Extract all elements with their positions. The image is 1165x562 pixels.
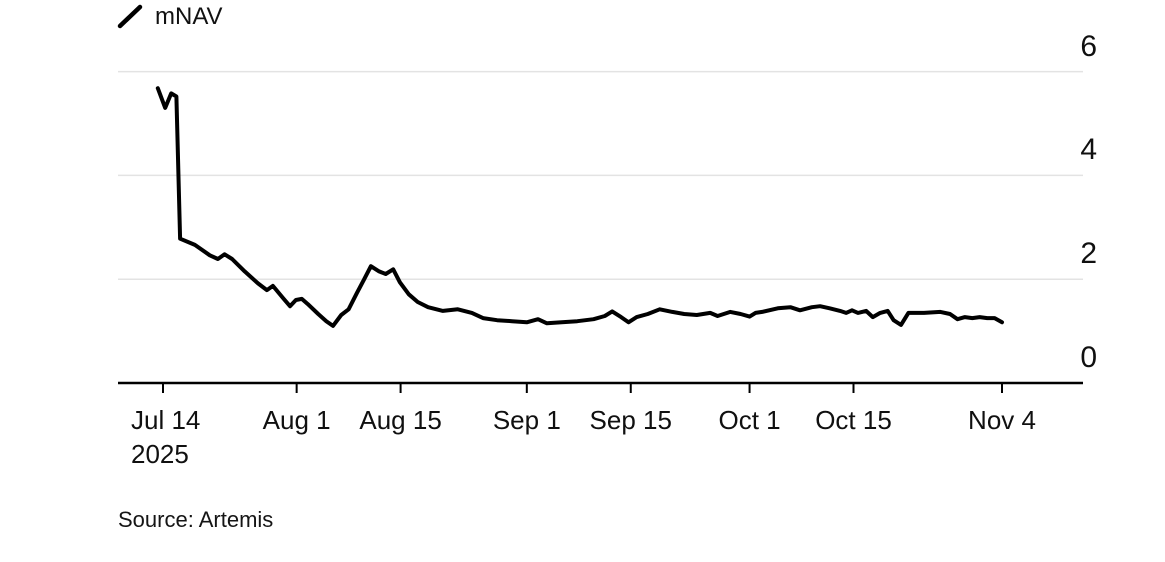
x-axis-label-year: 2025 [131,439,189,469]
x-axis-label: Aug 15 [359,405,442,435]
chart-plot-area [118,70,1083,393]
x-axis-label: Oct 15 [815,405,892,435]
gridlines [118,70,1083,280]
line-series-swatch-icon [117,4,143,29]
legend-label: mNAV [155,3,223,30]
y-axis-label: 2 [1080,237,1097,271]
legend: mNAV [116,2,223,32]
x-axis-label: Oct 1 [718,405,781,435]
x-axis-label: Jul 14 2025 [131,405,201,469]
x-axis-ticks [162,383,1004,393]
y-axis-label: 6 [1080,29,1097,63]
x-axis-label: Sep 15 [589,405,672,435]
mnav-line-series [155,86,1004,328]
x-axis-label: Sep 1 [492,405,561,435]
source-attribution: Source: Artemis [118,507,274,532]
y-axis-label: 4 [1080,133,1097,167]
x-axis-label: Nov 4 [968,405,1036,435]
x-axis-label: Aug 1 [262,405,331,435]
y-axis-label: 0 [1080,341,1097,374]
